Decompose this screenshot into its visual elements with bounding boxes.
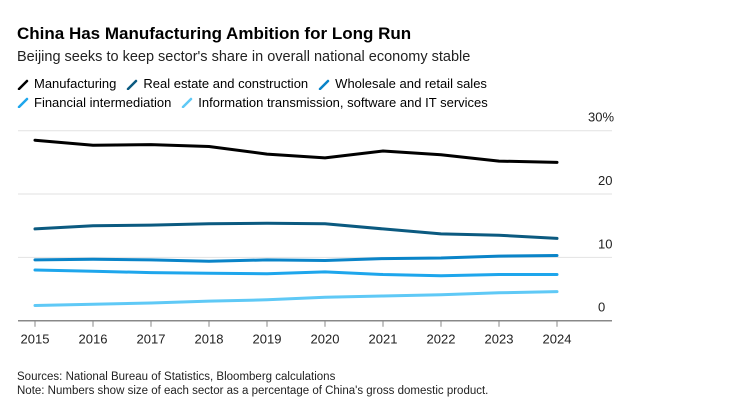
- legend-item: Real estate and construction: [126, 75, 308, 92]
- series-line-1: [33, 138, 559, 164]
- y-tick-label: 30%: [588, 110, 614, 125]
- series-line-5: [33, 290, 559, 307]
- chart-subtitle: Beijing seeks to keep sector's share in …: [17, 49, 471, 65]
- legend: Manufacturing Real estate and constructio…: [17, 75, 577, 112]
- x-tick-label: 2017: [137, 332, 166, 347]
- footnote: Note: Numbers show size of each sector a…: [17, 385, 489, 397]
- x-tick-label: 2016: [79, 332, 108, 347]
- legend-swatch-icon: [318, 79, 330, 90]
- y-tick-label: 0: [598, 300, 605, 315]
- legend-label: Manufacturing: [34, 76, 117, 91]
- legend-swatch-icon: [17, 79, 29, 90]
- series-line-3: [33, 254, 559, 263]
- sources-note: Sources: National Bureau of Statistics, …: [17, 371, 336, 383]
- chart-title: China Has Manufacturing Ambition for Lon…: [17, 24, 412, 43]
- legend-item: Financial intermediation: [17, 94, 171, 111]
- x-tick-label: 2019: [253, 332, 282, 347]
- legend-swatch-icon: [182, 97, 193, 108]
- y-tick-label: 20: [598, 173, 612, 188]
- x-tick-label: 2015: [21, 332, 50, 347]
- x-tick-label: 2021: [369, 332, 398, 347]
- legend-label: Wholesale and retail sales: [335, 76, 487, 91]
- legend-swatch-icon: [17, 97, 29, 108]
- legend-label: Financial intermediation: [34, 94, 172, 110]
- series-line-4: [33, 268, 559, 278]
- x-tick-label: 2024: [543, 332, 572, 347]
- x-tick-label: 2018: [195, 332, 224, 347]
- legend-item: Wholesale and retail sales: [318, 75, 487, 92]
- legend-item: Information transmission, software and I…: [181, 94, 488, 111]
- series-line-2: [33, 221, 559, 240]
- legend-label: Real estate and construction: [143, 76, 309, 91]
- x-tick-label: 2022: [427, 332, 456, 347]
- y-tick-label: 10: [598, 236, 612, 251]
- x-tick-label: 2020: [311, 332, 340, 347]
- legend-item: Manufacturing: [17, 75, 116, 92]
- legend-swatch-icon: [127, 79, 138, 90]
- x-tick-label: 2023: [485, 332, 514, 347]
- legend-label: Information transmission, software and I…: [198, 94, 488, 110]
